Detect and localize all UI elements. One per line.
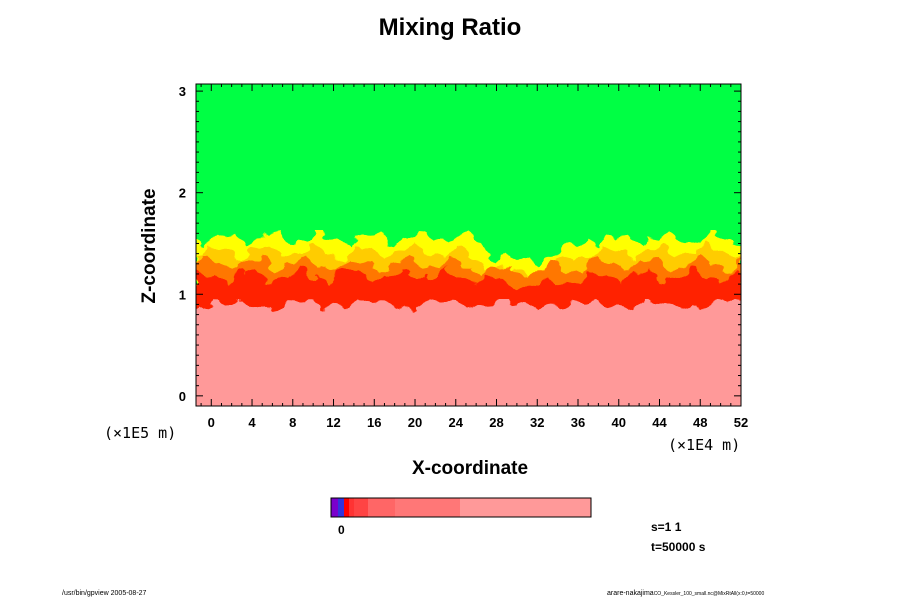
x-tick-label: 36 [571,415,585,430]
heatmap-field [196,84,741,406]
y-scale-factor: (×1E5 m) [104,424,177,442]
y-tick-label: 3 [179,84,186,99]
region-lower-layer [196,299,741,406]
x-tick-label: 24 [449,415,464,430]
colorbar-segment [460,498,591,517]
colorbar-segment [331,498,338,517]
colorbar-frame [330,497,592,518]
y-axis-label: Z-coordinate [139,188,160,304]
x-tick-label: 32 [530,415,544,430]
x-axis-label: X-coordinate [411,458,529,479]
x-tick-label: 52 [734,415,748,430]
y-tick-label: 0 [179,389,186,404]
colorbar [330,497,592,518]
y-tick-label: 2 [179,186,186,201]
colorbar-segment [349,498,354,517]
x-scale-factor: (×1E4 m) [668,436,741,454]
footer-path: CO_Kessler_100_small.nc@MixRtAll(x:0,t=5… [653,591,765,597]
x-tick-label: 12 [326,415,340,430]
colorbar-segment [338,498,344,517]
colorbar-segment [344,498,349,517]
x-tick-label: 48 [693,415,707,430]
x-tick-label: 20 [408,415,422,430]
x-tick-label: 4 [248,415,256,430]
colorbar-segment [354,498,368,517]
s-annotation: s=1 1 [651,520,682,534]
x-tick-label: 0 [208,415,215,430]
t-annotation: t=50000 s [651,540,706,554]
x-tick-label: 40 [612,415,626,430]
x-tick-label: 28 [489,415,503,430]
x-tick-label: 8 [289,415,296,430]
x-tick-label: 16 [367,415,381,430]
chart-title: Mixing Ratio [378,14,522,41]
plot-frame [195,83,742,407]
x-tick-label: 44 [652,415,667,430]
footer-right: arare-nakajimaCO_Kessler_100_small.nc@Mi… [607,590,764,597]
y-tick-label: 1 [179,287,186,302]
footer-left: /usr/bin/gpview 2005-08-27 [62,590,147,597]
colorbar-segment [395,498,460,517]
colorbar-segment [368,498,395,517]
footer-user: arare-nakajima [607,590,654,597]
colorbar-zero-label: 0 [338,523,345,537]
